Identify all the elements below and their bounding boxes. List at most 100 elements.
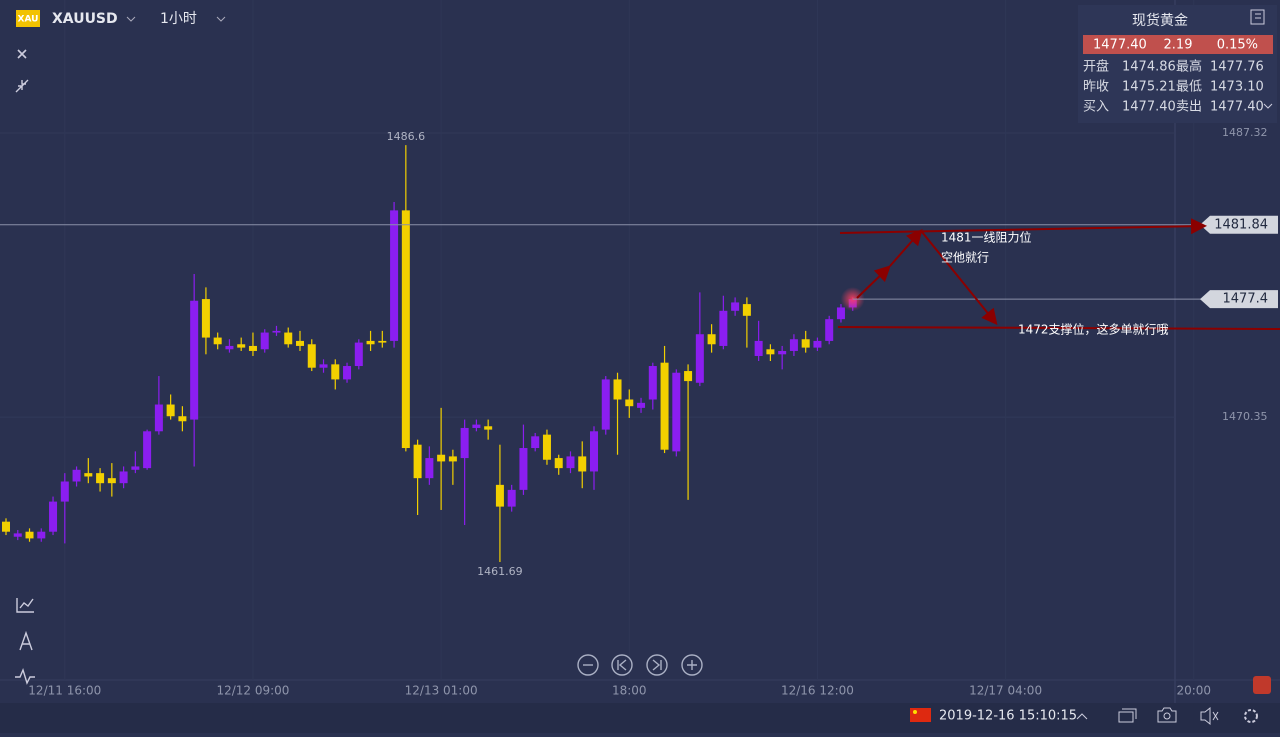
candle-body xyxy=(554,458,563,469)
candle-body xyxy=(425,458,434,479)
candle-body xyxy=(413,444,422,479)
price-tag-label: 1477.4 xyxy=(1223,292,1269,307)
high-marker: 1486.6 xyxy=(387,130,426,143)
change: 2.19 xyxy=(1164,38,1193,53)
candle-body xyxy=(296,340,304,346)
quote-value: 1475.21 xyxy=(1122,80,1176,95)
status-bar xyxy=(0,703,1280,733)
candle-body xyxy=(495,484,504,507)
shrink-button[interactable] xyxy=(15,79,29,93)
lens xyxy=(1163,712,1171,720)
quote-label: 昨收 xyxy=(1083,80,1109,95)
quote-value: 1477.40 xyxy=(1122,100,1176,115)
candle-body xyxy=(813,340,822,348)
arrow xyxy=(921,231,998,326)
candle-body xyxy=(801,339,810,348)
zoom-in-icon xyxy=(687,660,697,670)
candle-body xyxy=(13,533,22,537)
low-marker: 1461.69 xyxy=(477,565,523,578)
sound-icon[interactable] xyxy=(1200,706,1219,726)
x-tick-label: 20:00 xyxy=(1176,684,1211,698)
dropdown-arrow[interactable] xyxy=(216,16,226,22)
candle-body xyxy=(201,299,210,338)
candle-body xyxy=(84,473,93,477)
quote-label: 买入 xyxy=(1083,100,1109,115)
candle-body xyxy=(331,364,340,380)
annotation: 空他就行 xyxy=(941,251,989,265)
price: 1477.40 xyxy=(1093,38,1147,53)
candle-body xyxy=(178,416,187,422)
layout-icon[interactable] xyxy=(1118,708,1137,723)
annotation: 1472支撑位，这多单就行哦 xyxy=(1018,322,1169,337)
expand-arrow[interactable] xyxy=(1076,713,1088,720)
dropdown-arrow[interactable] xyxy=(126,16,136,22)
resistance-line xyxy=(839,218,1207,235)
candle-body xyxy=(836,307,845,320)
quote-title: 现货黄金 xyxy=(1132,12,1188,29)
symbol-icon[interactable] xyxy=(16,10,40,27)
candle-body xyxy=(731,302,740,311)
candle-body xyxy=(648,366,657,400)
price-tag xyxy=(1200,215,1278,234)
symbol[interactable]: XAUUSD xyxy=(52,11,118,27)
candle-body xyxy=(49,501,58,532)
x-tick-label: 18:00 xyxy=(612,684,647,698)
zoom-out[interactable] xyxy=(577,654,599,676)
candle-body xyxy=(519,448,528,490)
quote-rows: 开盘 1474.86 最高 1477.76 昨收 1475.21 最低 1473.10 买入 14… xyxy=(1083,59,1264,115)
settings-icon[interactable] xyxy=(1244,709,1258,723)
candle-body xyxy=(378,340,387,343)
candle-body xyxy=(166,404,175,417)
candle-body xyxy=(719,310,728,346)
candle-body xyxy=(260,332,269,350)
zoom-in[interactable] xyxy=(681,654,703,676)
candle-body xyxy=(96,473,105,484)
quote-label: 开盘 xyxy=(1083,59,1109,75)
candle-body xyxy=(472,424,481,428)
candle-body xyxy=(684,371,693,382)
change-pct: 0.15% xyxy=(1217,38,1258,53)
wave-button[interactable] xyxy=(15,667,35,685)
interval[interactable]: 1小时 xyxy=(160,11,197,27)
candle-body xyxy=(2,521,10,532)
scroll-end-icon xyxy=(652,659,662,671)
scroll-start-icon xyxy=(617,659,627,671)
scroll-start[interactable] xyxy=(611,654,633,676)
flag xyxy=(910,708,931,722)
candle-body xyxy=(754,340,763,356)
candle-body xyxy=(60,481,69,502)
candle-body xyxy=(154,404,163,432)
candle-body xyxy=(625,399,634,407)
quote-value: 1473.10 xyxy=(1210,80,1264,95)
candle-body xyxy=(578,456,587,472)
candle-body xyxy=(307,344,316,368)
candle-body xyxy=(707,334,716,345)
close-button[interactable] xyxy=(17,49,27,59)
navigation xyxy=(577,654,703,676)
candle-body xyxy=(319,364,328,368)
candle-body xyxy=(143,431,152,469)
indicator-button[interactable] xyxy=(16,598,34,613)
arrow xyxy=(856,265,891,299)
candle-body xyxy=(566,456,575,469)
draw-button[interactable] xyxy=(19,630,33,651)
expand-arrow[interactable] xyxy=(1263,103,1273,109)
candle-body xyxy=(531,436,540,449)
quote-label: 最高 xyxy=(1176,59,1202,75)
scroll-end[interactable] xyxy=(646,654,668,676)
arrow xyxy=(889,229,923,267)
candle-body xyxy=(119,471,128,484)
screenshot-icon[interactable] xyxy=(1157,707,1177,723)
candle-body xyxy=(437,454,446,462)
x-tick-label: 12/11 16:00 xyxy=(28,684,101,698)
candle-body xyxy=(37,531,46,539)
quote-value: 1477.76 xyxy=(1210,60,1264,75)
candle-body xyxy=(390,210,399,341)
candle-body xyxy=(225,345,234,350)
alert-icon[interactable] xyxy=(1253,676,1271,694)
candle-body xyxy=(190,300,199,420)
candle-body xyxy=(131,466,140,470)
menu-icon[interactable] xyxy=(1250,9,1265,25)
